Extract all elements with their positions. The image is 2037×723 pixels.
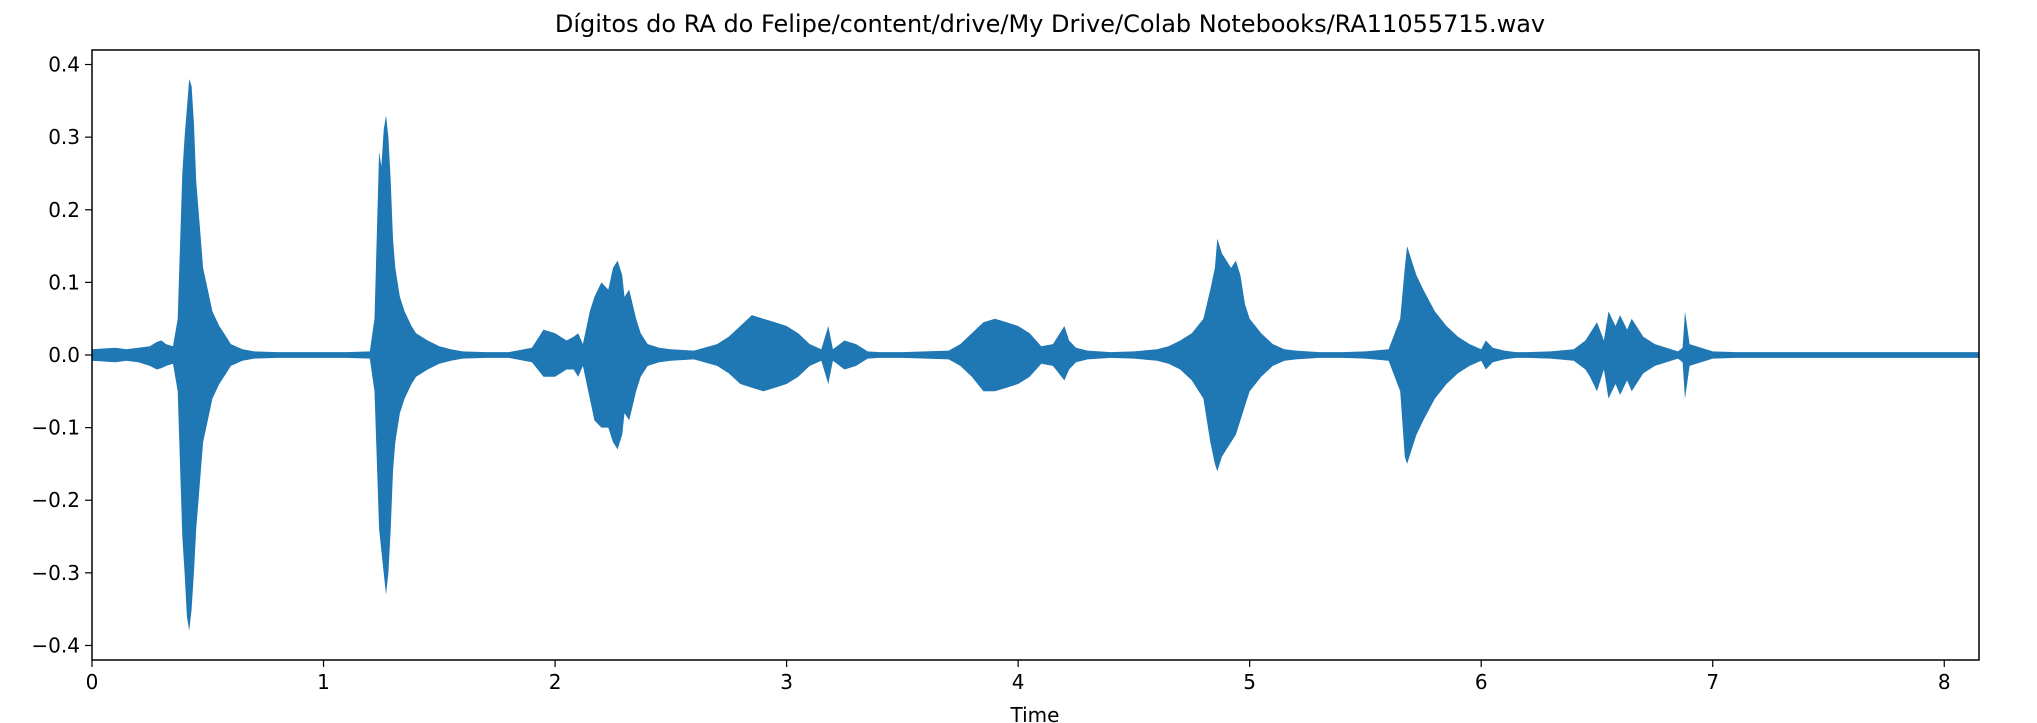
x-axis-label: Time xyxy=(1010,703,1060,723)
x-tick-label: 4 xyxy=(1012,670,1025,694)
y-tick-label: 0.3 xyxy=(48,125,80,149)
waveform-series xyxy=(92,79,1979,631)
plot-area xyxy=(91,49,1980,661)
x-tick-label: 8 xyxy=(1938,670,1951,694)
x-tick-label: 0 xyxy=(86,670,99,694)
y-tick-label: 0.0 xyxy=(48,343,80,367)
x-tick-label: 6 xyxy=(1475,670,1488,694)
y-tick-label: −0.1 xyxy=(31,416,80,440)
x-tick-label: 5 xyxy=(1243,670,1256,694)
chart-title: Dígitos do RA do Felipe/content/drive/My… xyxy=(555,10,1545,38)
x-axis-ticks: 0 1 2 3 4 5 6 7 8 xyxy=(86,660,1951,694)
x-tick-label: 3 xyxy=(780,670,793,694)
y-tick-label: 0.2 xyxy=(48,198,80,222)
y-tick-label: −0.4 xyxy=(31,633,80,657)
y-tick-label: 0.4 xyxy=(48,53,80,77)
x-tick-label: 7 xyxy=(1706,670,1719,694)
y-tick-label: −0.3 xyxy=(31,561,80,585)
x-tick-label: 2 xyxy=(549,670,562,694)
x-tick-label: 1 xyxy=(317,670,330,694)
y-tick-label: −0.2 xyxy=(31,488,80,512)
y-tick-label: 0.1 xyxy=(48,270,80,294)
y-axis-ticks: 0.4 0.3 0.2 0.1 0.0 −0.1 −0.2 −0.3 −0.4 xyxy=(31,53,92,657)
